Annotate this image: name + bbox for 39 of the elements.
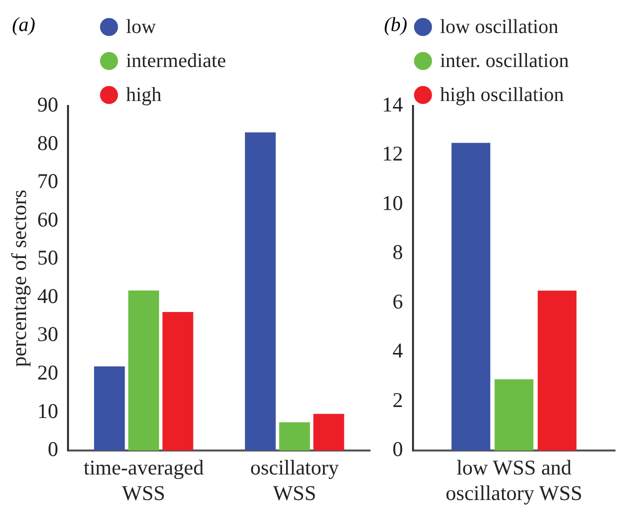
y-axis-title: percentage of sectors: [7, 190, 32, 367]
bar: [128, 290, 160, 451]
legend-label: inter. oscillation: [440, 50, 569, 72]
y-tick-label: 8: [392, 240, 403, 264]
y-tick-label: 70: [37, 169, 58, 194]
y-tick-label: 0: [48, 437, 58, 462]
x-tick-label: time-averaged WSS: [84, 456, 204, 505]
chart-title: (b): [384, 14, 408, 37]
legend-label: high: [126, 84, 162, 106]
bar: [162, 312, 194, 451]
legend-label: intermediate: [126, 50, 226, 72]
y-tick-label: 10: [382, 190, 403, 215]
bar: [244, 132, 276, 451]
y-tick-label: 50: [37, 246, 58, 270]
bar: [494, 379, 534, 451]
x-tick-label: oscillatory WSS: [250, 456, 340, 505]
y-tick-label: 30: [37, 322, 58, 346]
legend-label: high oscillation: [440, 84, 564, 106]
y-tick-label: 10: [37, 398, 58, 423]
bar: [313, 414, 344, 451]
y-tick-label: 90: [37, 92, 58, 117]
y-tick-label: 6: [392, 289, 403, 314]
y-tick-label: 12: [382, 142, 403, 166]
bar: [452, 142, 490, 451]
y-tick-label: 60: [37, 207, 58, 232]
y-tick-label: 80: [37, 130, 58, 155]
chart-title: (a): [12, 14, 36, 37]
bar: [279, 422, 310, 451]
bar: [94, 366, 125, 451]
y-tick-label: 2: [392, 388, 403, 412]
y-tick-label: 40: [37, 284, 58, 308]
legend-label: low: [126, 16, 156, 38]
y-tick-label: 14: [382, 92, 404, 117]
bar: [538, 290, 576, 451]
y-tick-label: 0: [392, 437, 403, 462]
y-tick-label: 20: [37, 360, 58, 385]
legend-label: low oscillation: [440, 16, 558, 38]
y-tick-label: 4: [392, 338, 404, 363]
x-tick-label: low WSS and oscillatory WSS: [446, 456, 582, 505]
